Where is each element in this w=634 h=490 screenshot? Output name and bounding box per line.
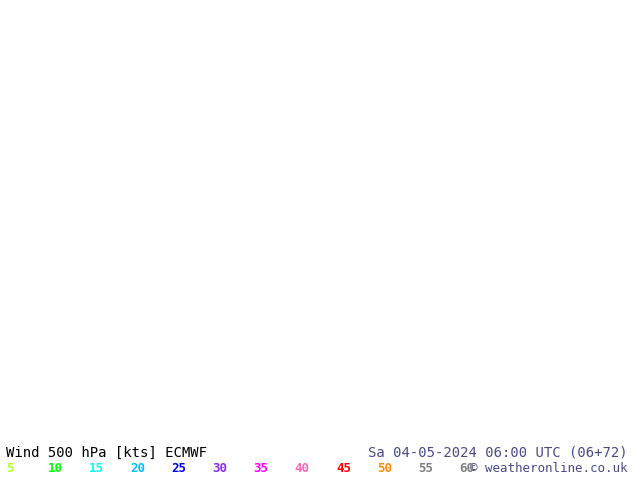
Text: 40: 40 (295, 462, 310, 475)
Text: 55: 55 (418, 462, 434, 475)
Text: 35: 35 (254, 462, 269, 475)
Text: 50: 50 (377, 462, 392, 475)
Text: Wind 500 hPa [kts] ECMWF: Wind 500 hPa [kts] ECMWF (6, 446, 207, 460)
Text: 30: 30 (212, 462, 228, 475)
Text: 25: 25 (171, 462, 186, 475)
Text: Sa 04-05-2024 06:00 UTC (06+72): Sa 04-05-2024 06:00 UTC (06+72) (368, 446, 628, 460)
Text: 20: 20 (130, 462, 145, 475)
Text: 5: 5 (6, 462, 14, 475)
Text: 15: 15 (89, 462, 104, 475)
Text: © weatheronline.co.uk: © weatheronline.co.uk (470, 462, 628, 475)
Text: 45: 45 (336, 462, 351, 475)
Text: 10: 10 (48, 462, 63, 475)
Text: 60: 60 (460, 462, 475, 475)
